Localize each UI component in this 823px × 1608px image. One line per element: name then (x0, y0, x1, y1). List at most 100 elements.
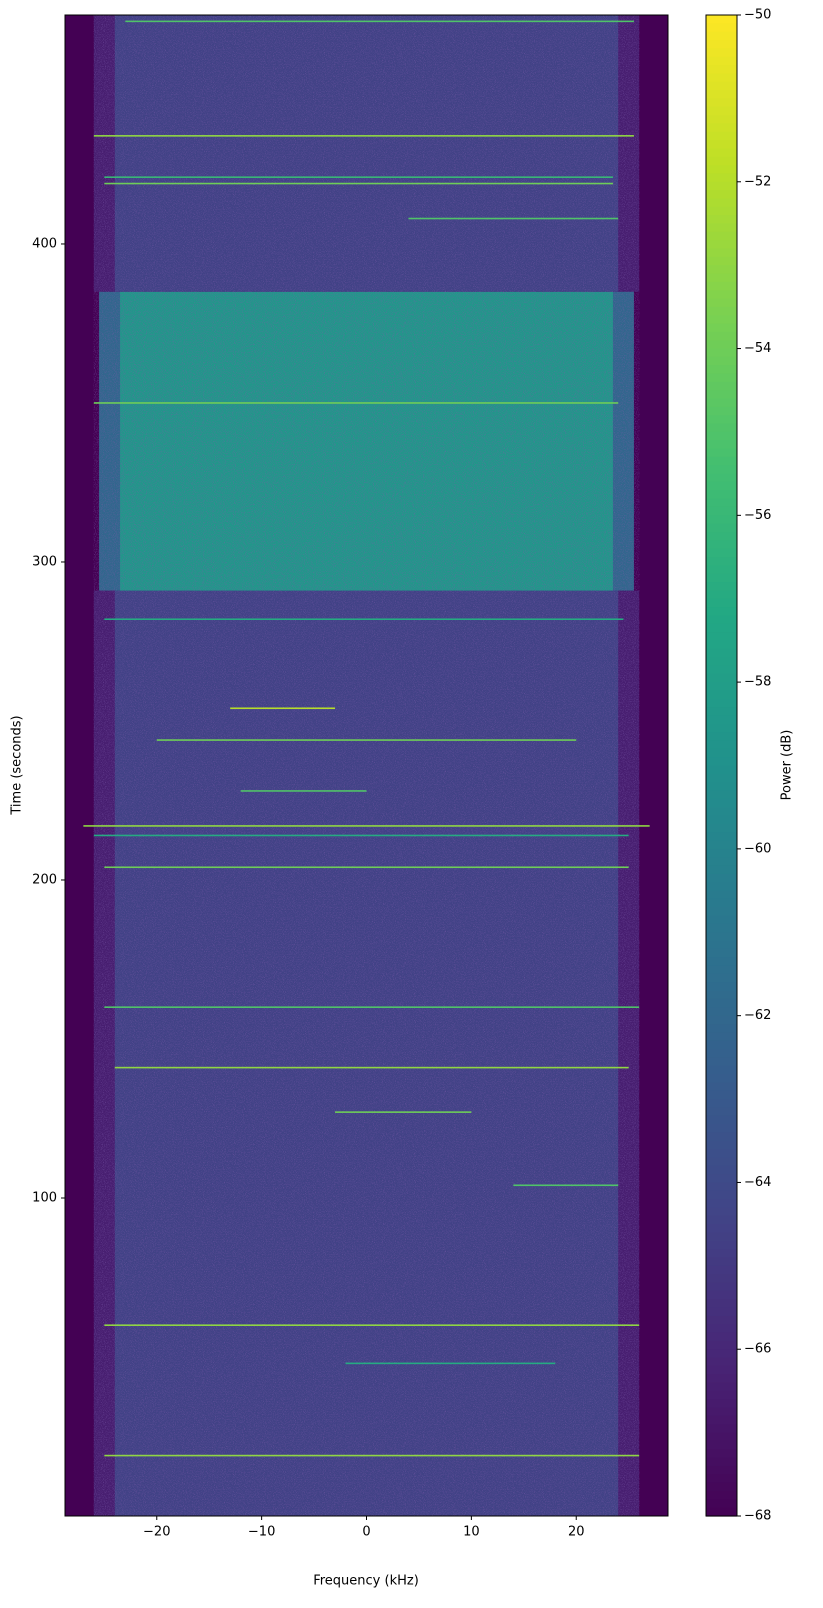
colorbar-swatch (706, 1415, 737, 1425)
colorbar-swatch (706, 456, 737, 466)
colorbar-swatch (706, 48, 737, 58)
colorbar-swatch (706, 698, 737, 708)
colorbar-swatch (706, 1107, 737, 1117)
colorbar-swatch (706, 723, 737, 733)
colorbar-swatch (706, 990, 737, 1000)
colorbar-swatch (706, 348, 737, 358)
colorbar-swatch (706, 473, 737, 483)
y-axis-label: Time (seconds) (10, 715, 25, 815)
colorbar-swatch (706, 106, 737, 116)
colorbar-frame (705, 14, 738, 1517)
x-tick-label: 10 (463, 1525, 480, 1540)
colorbar-swatch (706, 465, 737, 475)
colorbar-swatch (706, 740, 737, 750)
colorbar-swatch (706, 123, 737, 133)
colorbar-swatch (706, 1324, 737, 1334)
colorbar-swatch (706, 607, 737, 616)
colorbar-swatch (706, 915, 737, 925)
colorbar-swatch (706, 273, 737, 283)
colorbar-swatch (706, 198, 737, 208)
colorbar-swatch (706, 590, 737, 600)
colorbar-swatch (706, 481, 737, 491)
colorbar-swatch (706, 1140, 737, 1150)
x-axis-label: Frequency (kHz) (313, 1574, 419, 1589)
colorbar-swatch (706, 1190, 737, 1200)
colorbar-swatch (706, 548, 737, 558)
streak (104, 866, 629, 869)
colorbar-swatch (706, 398, 737, 408)
colorbar-swatch (706, 690, 737, 700)
colorbar-swatch (706, 1382, 737, 1392)
colorbar-swatch (706, 498, 737, 508)
colorbar-swatch (706, 165, 737, 175)
colorbar-swatch (706, 882, 737, 892)
colorbar-swatch (706, 873, 737, 883)
colorbar-swatch (706, 490, 737, 500)
colorbar-swatch (706, 381, 737, 391)
colorbar-swatch (706, 1174, 737, 1184)
colorbar-swatch (706, 415, 737, 425)
colorbar-swatch (706, 223, 737, 233)
colorbar-swatch (706, 440, 737, 450)
colorbar-swatch (706, 640, 737, 650)
streak (513, 1184, 619, 1187)
colorbar-swatch (706, 1090, 737, 1100)
streak (156, 739, 577, 741)
colorbar-swatch (706, 965, 737, 975)
colorbar-swatch (706, 56, 737, 66)
colorbar-swatch (706, 1015, 737, 1025)
streak (114, 1066, 629, 1069)
colorbar-swatch (706, 306, 737, 316)
y-tick-label: 300 (32, 554, 57, 569)
colorbar-swatch (706, 1349, 737, 1359)
colorbar-swatch (706, 1215, 737, 1225)
colorbar-swatch (706, 190, 737, 200)
colorbar-swatch (706, 81, 737, 91)
colorbar-swatch (706, 1407, 737, 1417)
colorbar-swatch (706, 957, 737, 967)
colorbar (706, 15, 737, 1517)
colorbar-swatch (706, 315, 737, 325)
colorbar-swatch (706, 782, 737, 792)
colorbar-swatch (706, 973, 737, 983)
x-tick-label: −10 (248, 1525, 275, 1540)
colorbar-swatch (706, 1432, 737, 1442)
colorbar-swatch (706, 857, 737, 867)
colorbar-swatch (706, 757, 737, 767)
colorbar-swatch (706, 1465, 737, 1475)
colorbar-swatch (706, 848, 737, 858)
colorbar-swatch (706, 281, 737, 291)
colorbar-swatch (706, 1424, 737, 1434)
colorbar-swatch (706, 1374, 737, 1384)
streak (104, 618, 624, 621)
colorbar-swatch (706, 1049, 737, 1058)
colorbar-swatch (706, 1082, 737, 1092)
colorbar-swatch (706, 898, 737, 908)
colorbar-swatch (706, 1299, 737, 1309)
colorbar-swatch (706, 248, 737, 258)
x-tick-label: 0 (362, 1525, 370, 1540)
colorbar-swatch (706, 1457, 737, 1467)
colorbar-swatch (706, 923, 737, 933)
noise-texture (93, 15, 640, 1516)
colorbar-swatch (706, 682, 737, 692)
colorbar-swatch (706, 1115, 737, 1125)
colorbar-tick-label: −54 (744, 341, 771, 356)
colorbar-swatch (706, 215, 737, 225)
streak (335, 1111, 472, 1113)
colorbar-tick-label: −52 (744, 174, 771, 189)
streak (408, 217, 619, 220)
colorbar-swatch (706, 31, 737, 41)
colorbar-swatch (706, 448, 737, 458)
streak (104, 1324, 640, 1326)
colorbar-swatch (706, 256, 737, 266)
colorbar-swatch (706, 623, 737, 633)
colorbar-swatch (706, 573, 737, 583)
colorbar-swatch (706, 1290, 737, 1300)
colorbar-swatch (706, 1257, 737, 1267)
colorbar-swatch (706, 515, 737, 525)
plot-area (65, 15, 668, 1516)
colorbar-swatch (706, 140, 737, 150)
colorbar-swatch (706, 840, 737, 850)
